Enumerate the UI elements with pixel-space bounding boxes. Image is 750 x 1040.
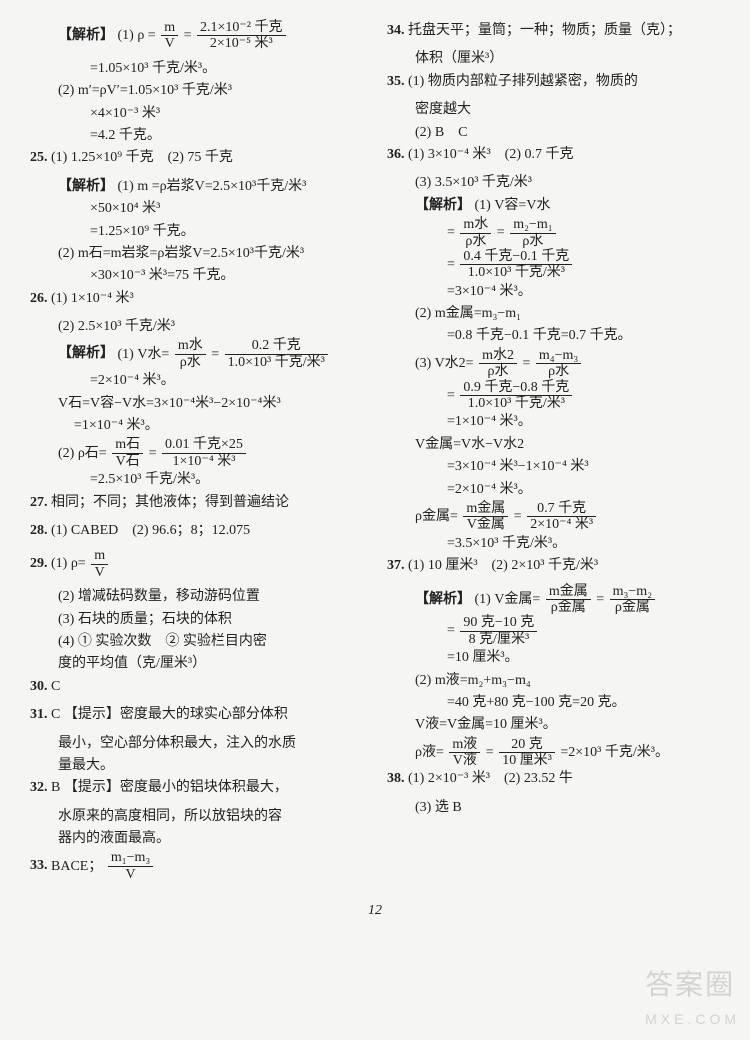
fraction: mV <box>91 548 108 580</box>
fraction: 0.7 千克2×10⁻⁴ 米³ <box>527 501 596 533</box>
q36: 36. (1) 3×10⁻⁴ 米³ (2) 0.7 千克 <box>387 144 720 166</box>
q29-p2: (2) 增减砝码数量，移动游码位置 <box>30 586 363 608</box>
q24-p1: (1) ρ = mV = 2.1×10⁻² 千克2×10⁻⁵ 米³ <box>118 28 288 43</box>
q34: 34. 托盘天平；量筒；一种；物质；质量（克）； <box>387 20 720 42</box>
watermark-sub: MXE.COM <box>645 1008 740 1030</box>
q37-p2: (2) m液=m₂+m₃−m₄ <box>387 670 720 692</box>
q25-num: 25. <box>30 150 48 165</box>
q31-l2: 最小，空心部分体积最大，注入的水质 <box>30 733 363 755</box>
q33: 33. BACE； m₁−m₃V <box>30 850 363 882</box>
q38: 38. (1) 2×10⁻³ 米³ (2) 23.52 牛 <box>387 768 720 790</box>
fraction: m水ρ水 <box>460 217 491 249</box>
right-column: 34. 托盘天平；量筒；一种；物质；质量（克）； 体积（厘米³） 35. (1)… <box>387 20 720 888</box>
q38-l2: (3) 选 B <box>387 797 720 819</box>
fraction: m₄−m₃ρ水 <box>536 348 581 380</box>
analysis-label: 【解析】 <box>58 28 114 43</box>
fraction: m液V液 <box>449 737 480 769</box>
fraction: m₁−m₃V <box>108 850 153 882</box>
q26-analysis: 【解析】 (1) V水= m水ρ水 = 0.2 千克1.0×10³ 千克/米³ <box>30 338 363 370</box>
q24-p1-result: =1.05×10³ 千克/米³。 <box>30 58 363 80</box>
fraction: m水ρ水 <box>175 338 206 370</box>
q36-a2: (3) 3.5×10³ 千克/米³ <box>387 172 720 194</box>
q34-l2: 体积（厘米³） <box>387 48 720 70</box>
q35-l2: 密度越大 <box>387 99 720 121</box>
q32-l2: 水原来的高度相同，所以放铝块的容 <box>30 806 363 828</box>
watermark: 答案圈 MXE.COM <box>645 963 740 1030</box>
q25-analysis: 【解析】 (1) m =ρ岩浆V=2.5×10³千克/米³ <box>30 176 363 198</box>
q27: 27. 相同；不同；其他液体；得到普遍结论 <box>30 492 363 514</box>
page-number: 12 <box>30 900 720 922</box>
q26-a1: (1) 1×10⁻⁴ 米³ <box>51 291 134 306</box>
watermark-main: 答案圈 <box>645 969 735 1000</box>
q29-p3: (3) 石块的质量；石块的体积 <box>30 609 363 631</box>
q25-p2-l2: ×30×10⁻³ 米³=75 千克。 <box>30 265 363 287</box>
q31-l3: 量最大。 <box>30 755 363 777</box>
q26-p1b-result: =1×10⁻⁴ 米³。 <box>30 415 363 437</box>
fraction: m水2ρ水 <box>479 348 517 380</box>
q37-p2b: V液=V金属=10 厘米³。 <box>387 714 720 736</box>
fraction: m₃−m₂ρ金属 <box>610 584 655 616</box>
q36-p3b-result: =2×10⁻⁴ 米³。 <box>387 479 720 501</box>
q25-ans: (1) 1.25×10⁹ 千克 (2) 75 千克 <box>51 150 233 165</box>
q31: 31. C 【提示】密度最大的球实心部分体积 <box>30 704 363 726</box>
q26-p1b: V石=V容−V水=3×10⁻⁴米³−2×10⁻⁴米³ <box>30 393 363 415</box>
q30: 30. C <box>30 676 363 698</box>
left-column: 【解析】 (1) ρ = mV = 2.1×10⁻² 千克2×10⁻⁵ 米³ =… <box>30 20 363 888</box>
q32-l3: 器内的液面最高。 <box>30 828 363 850</box>
q28: 28. (1) CABED (2) 96.6；8；12.075 <box>30 520 363 542</box>
q36-p3b-l2: =3×10⁻⁴ 米³−1×10⁻⁴ 米³ <box>387 456 720 478</box>
fraction: 2.1×10⁻² 千克2×10⁻⁵ 米³ <box>197 20 285 52</box>
fraction: 0.9 千克−0.8 千克1.0×10³ 千克/米³ <box>460 380 572 412</box>
q26-num: 26. <box>30 291 48 306</box>
q25-p1-l2: ×50×10⁴ 米³ <box>30 198 363 220</box>
fraction: m₂−m₁ρ水 <box>510 217 555 249</box>
q36-analysis: 【解析】 (1) V容=V水 <box>387 195 720 217</box>
fraction: 0.4 千克−0.1 千克1.0×10³ 千克/米³ <box>460 249 572 281</box>
fraction: 0.2 千克1.0×10³ 千克/米³ <box>225 338 328 370</box>
q26-p2-result: =2.5×10³ 千克/米³。 <box>30 469 363 491</box>
q37-p2c: ρ液= m液V液 = 20 克10 厘米³ =2×10³ 千克/米³。 <box>387 737 720 769</box>
fraction: mV <box>161 20 178 52</box>
q37-analysis: 【解析】 (1) V金属= m金属ρ金属 = m₃−m₂ρ金属 <box>387 584 720 616</box>
q32: 32. B 【提示】密度最小的铝块体积最大， <box>30 777 363 799</box>
q25: 25. (1) 1.25×10⁹ 千克 (2) 75 千克 <box>30 147 363 169</box>
q29-p4a: (4) ① 实验次数 ② 实验栏目内密 <box>30 631 363 653</box>
q25-p1-result: =1.25×10⁹ 千克。 <box>30 221 363 243</box>
q36-p1-l2: = m水ρ水 = m₂−m₁ρ水 <box>387 217 720 249</box>
q37-p1-result: =10 厘米³。 <box>387 647 720 669</box>
q26-p2: (2) ρ石= m石V石 = 0.01 千克×251×10⁻⁴ 米³ <box>30 437 363 469</box>
fraction: m金属V金属 <box>463 501 508 533</box>
q36-p3c: ρ金属= m金属V金属 = 0.7 千克2×10⁻⁴ 米³ <box>387 501 720 533</box>
q35-l3: (2) B C <box>387 122 720 144</box>
q37-p1-l2: = 90 克−10 克8 克/厘米³ <box>387 615 720 647</box>
q35: 35. (1) 物质内部粒子排列越紧密，物质的 <box>387 71 720 93</box>
fraction: 20 克10 厘米³ <box>499 737 555 769</box>
q36-p2: (2) m金属=m₃−m₁ <box>387 303 720 325</box>
q36-p3-result: =1×10⁻⁴ 米³。 <box>387 411 720 433</box>
fraction: 90 克−10 克8 克/厘米³ <box>460 615 537 647</box>
q36-p1-l3: = 0.4 千克−0.1 千克1.0×10³ 千克/米³ <box>387 249 720 281</box>
q36-p1-result: =3×10⁻⁴ 米³。 <box>387 281 720 303</box>
q36-p2-result: =0.8 千克−0.1 千克=0.7 千克。 <box>387 325 720 347</box>
fraction: m石V石 <box>112 437 143 469</box>
q26-a2: (2) 2.5×10³ 千克/米³ <box>30 316 363 338</box>
q37: 37. (1) 10 厘米³ (2) 2×10³ 千克/米³ <box>387 555 720 577</box>
q37-p2-l2: =40 克+80 克−100 克=20 克。 <box>387 692 720 714</box>
q26-p1-result: =2×10⁻⁴ 米³。 <box>30 370 363 392</box>
q26: 26. (1) 1×10⁻⁴ 米³ <box>30 288 363 310</box>
fraction: m金属ρ金属 <box>546 584 591 616</box>
q24-p2-l2: ×4×10⁻³ 米³ <box>30 103 363 125</box>
page-columns: 【解析】 (1) ρ = mV = 2.1×10⁻² 千克2×10⁻⁵ 米³ =… <box>30 20 720 888</box>
q24-p2-result: =4.2 千克。 <box>30 125 363 147</box>
q36-p3: (3) V水2= m水2ρ水 = m₄−m₃ρ水 <box>387 348 720 380</box>
q36-p3-l2: = 0.9 千克−0.8 千克1.0×10³ 千克/米³ <box>387 380 720 412</box>
q25-p2: (2) m石=m岩浆=ρ岩浆V=2.5×10³千克/米³ <box>30 243 363 265</box>
fraction: 0.01 千克×251×10⁻⁴ 米³ <box>162 437 246 469</box>
q24-analysis: 【解析】 (1) ρ = mV = 2.1×10⁻² 千克2×10⁻⁵ 米³ <box>30 20 363 52</box>
q36-p3b: V金属=V水−V水2 <box>387 434 720 456</box>
q29-p4b: 度的平均值（克/厘米³） <box>30 653 363 675</box>
q29: 29. (1) ρ= mV <box>30 548 363 580</box>
q24-p2: (2) m′=ρV′=1.05×10³ 千克/米³ <box>30 80 363 102</box>
q36-p3c-result: =3.5×10³ 千克/米³。 <box>387 533 720 555</box>
